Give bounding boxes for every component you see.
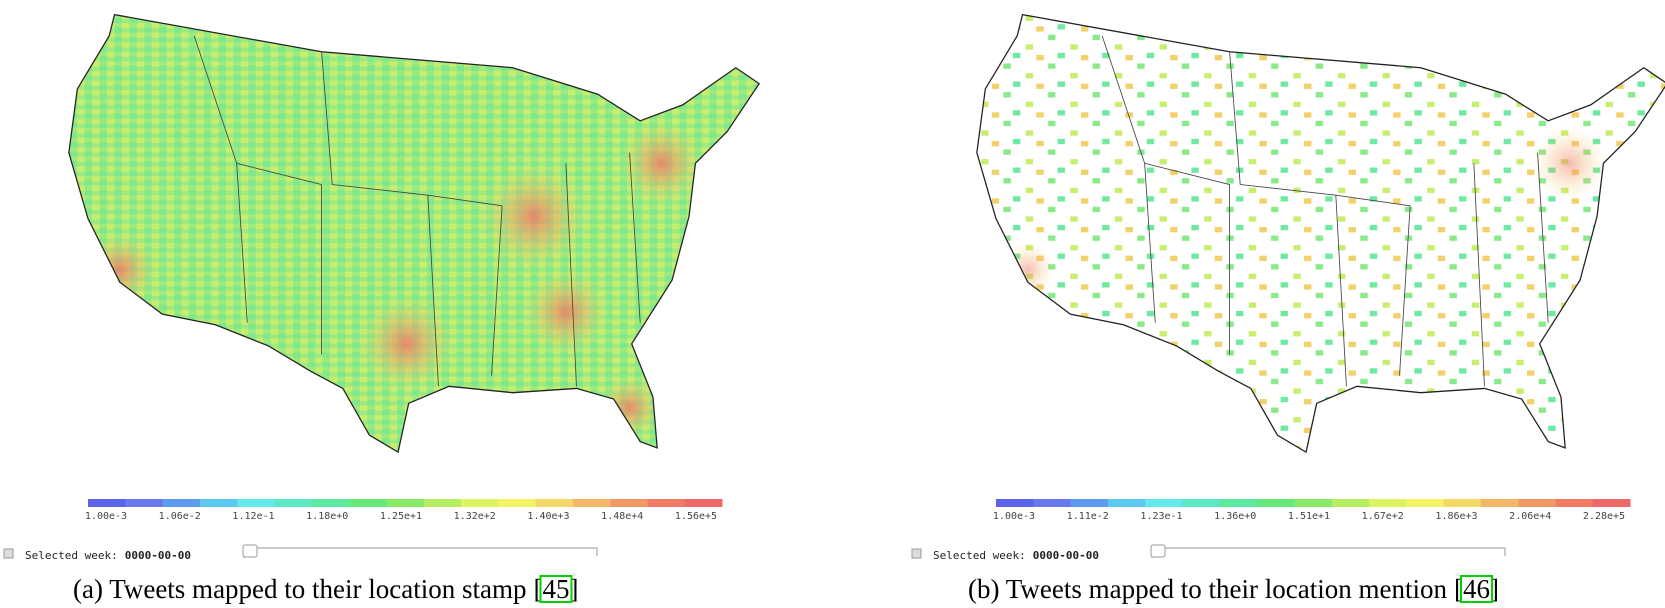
colorbar-segment — [386, 499, 425, 507]
colorbar-segment — [1145, 499, 1183, 507]
colorbar-segment — [162, 499, 201, 507]
colorbar-segment — [125, 499, 164, 507]
week-label: Selected week: 0000-00-00 — [25, 549, 191, 562]
colorbar-label: 1.25e+1 — [380, 511, 422, 522]
colorbar-label: 1.00e-3 — [85, 511, 127, 522]
citation-box — [1460, 575, 1493, 603]
colorbar-label: 2.28e+5 — [1583, 511, 1625, 522]
colorbar-segment — [1331, 499, 1370, 507]
slider[interactable] — [1151, 547, 1506, 558]
colorbar-label: 1.12e-1 — [232, 511, 274, 522]
colorbar-segment — [1294, 499, 1333, 507]
colorbar-segment — [1518, 499, 1556, 507]
colorbar-segment — [1070, 499, 1109, 507]
colorbar-segment — [572, 499, 611, 507]
colorbar-segment — [274, 499, 313, 507]
colorbar-label: 1.40e+3 — [527, 511, 569, 522]
colorbar-segment — [1443, 499, 1482, 507]
colorbar-segment — [1257, 499, 1295, 507]
checkbox[interactable] — [911, 548, 922, 559]
caption-text: (b) Tweets mapped to their location ment… — [968, 574, 1447, 604]
colorbar-label: 2.06e+4 — [1509, 511, 1551, 522]
colorbar-label: 1.56e+5 — [675, 511, 717, 522]
caption: (b) Tweets mapped to their location ment… — [968, 574, 1499, 604]
colorbar-segment — [88, 499, 126, 507]
colorbar-segment — [1480, 499, 1519, 507]
colorbar-segment — [237, 499, 275, 507]
slider-handle[interactable] — [242, 544, 258, 558]
colorbar-segment — [498, 499, 537, 507]
colorbar-label: 1.23e-1 — [1140, 511, 1182, 522]
caption-text: (a) Tweets mapped to their location stam… — [73, 574, 526, 604]
colorbar-segment — [311, 499, 350, 507]
colorbar-segment — [199, 499, 238, 507]
colorbar-segment — [1406, 499, 1445, 507]
panel: 1.00e-3 1.11e-2 1.23e-1 1.36e+0 1.51e+1 1.67e… — [911, 499, 1631, 604]
checkbox[interactable] — [3, 548, 14, 559]
colorbar-segment — [1555, 499, 1594, 507]
colorbar-label: 1.00e-3 — [993, 511, 1035, 522]
colorbar-label: 1.18e+0 — [306, 511, 348, 522]
colorbar-segment — [647, 499, 686, 507]
map-a — [68, 13, 761, 454]
colorbar-label: 1.48e+4 — [601, 511, 643, 522]
citation-box — [539, 575, 573, 603]
colorbar-segment — [1107, 499, 1146, 507]
colorbar-label: 1.32e+2 — [454, 511, 496, 522]
colorbar-segment — [535, 499, 574, 507]
week-label: Selected week: 0000-00-00 — [933, 549, 1099, 562]
colorbar-segment — [610, 499, 648, 507]
colorbar-segment — [460, 499, 499, 507]
slider-handle[interactable] — [1150, 544, 1166, 558]
colorbar-label: 1.11e-2 — [1067, 511, 1109, 522]
week-value: 0000-00-00 — [125, 549, 191, 562]
colorbar-segment — [423, 499, 462, 507]
slider[interactable] — [243, 547, 598, 558]
colorbar-segment — [1033, 499, 1072, 507]
colorbar-segment — [349, 499, 387, 507]
colorbar-segment — [996, 499, 1034, 507]
week-label-text: Selected week: — [25, 549, 118, 562]
colorbar-segment — [1592, 499, 1631, 507]
colorbar-segment — [1219, 499, 1258, 507]
week-label-text: Selected week: — [933, 549, 1026, 562]
map-b — [976, 13, 1665, 454]
colorbar-label: 1.86e+3 — [1435, 511, 1477, 522]
caption: (a) Tweets mapped to their location stam… — [73, 574, 578, 604]
panel: 1.00e-3 1.06e-2 1.12e-1 1.18e+0 1.25e+1 1.32e… — [3, 499, 723, 604]
colorbar-segment — [684, 499, 723, 507]
colorbar-label: 1.06e-2 — [159, 511, 201, 522]
colorbar-label: 1.36e+0 — [1214, 511, 1256, 522]
colorbar-label: 1.67e+2 — [1362, 511, 1404, 522]
colorbar-segment — [1368, 499, 1407, 507]
colorbar-segment — [1182, 499, 1221, 507]
colorbar-label: 1.51e+1 — [1288, 511, 1330, 522]
week-value: 0000-00-00 — [1033, 549, 1099, 562]
